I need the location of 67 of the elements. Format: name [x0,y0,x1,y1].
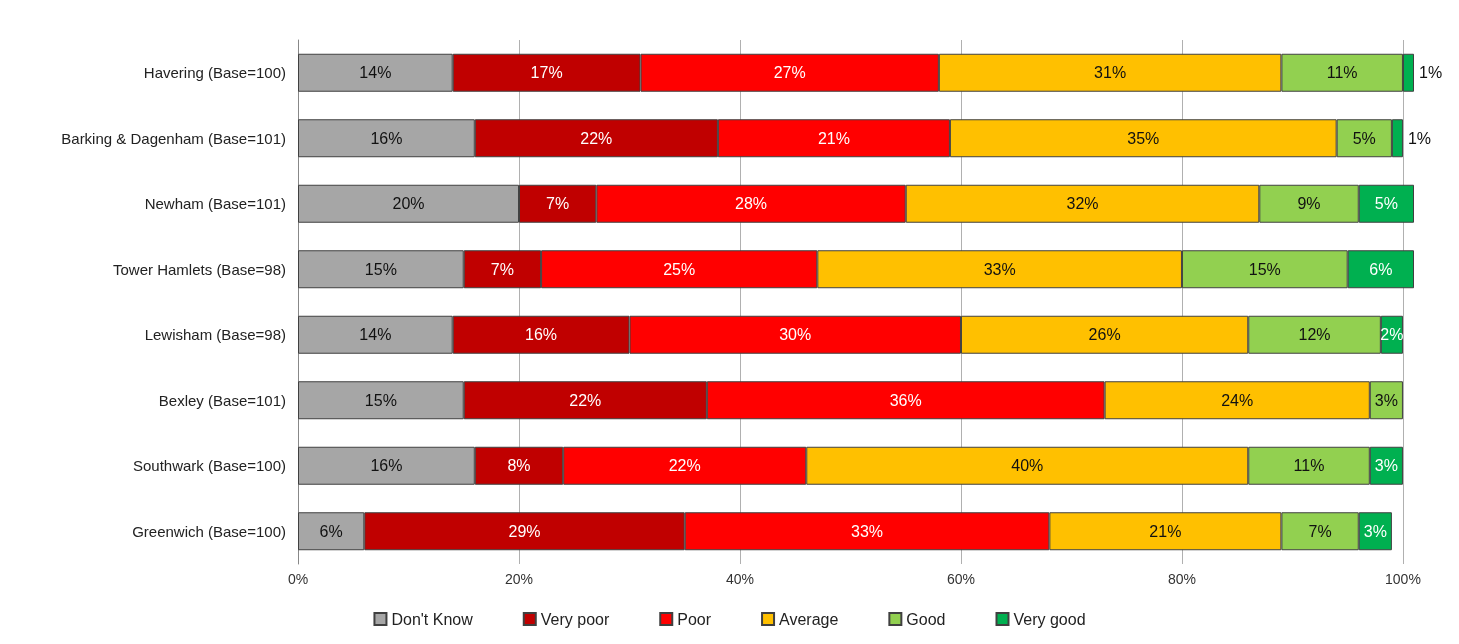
data-label: 5% [1374,195,1398,213]
data-label: 7% [1308,522,1332,540]
data-label: 22% [580,129,613,147]
x-tick-label: 80% [1167,571,1196,587]
data-label: 33% [851,522,884,540]
data-label: 7% [490,260,514,278]
y-tick-label: Lewisham (Base=98) [144,326,286,344]
data-label: 22% [668,457,701,475]
data-label: 22% [569,391,602,409]
data-label: 9% [1297,195,1321,213]
data-label: 26% [1088,326,1121,344]
legend-label: Don't Know [391,610,474,628]
data-label: 1% [1407,129,1432,147]
data-label: 14% [359,326,392,344]
data-label: 25% [663,260,696,278]
y-tick-label: Newham (Base=101) [144,195,286,213]
data-label: 40% [1011,457,1044,475]
data-label: 15% [1248,260,1281,278]
data-label: 15% [364,391,397,409]
data-label: 31% [1094,64,1127,82]
data-label: 35% [1127,129,1160,147]
y-tick-label: Greenwich (Base=100) [132,522,286,540]
y-tick-label: Havering (Base=100) [143,64,286,82]
data-label: 12% [1298,326,1331,344]
legend-label: Very good [1013,610,1086,628]
data-label: 5% [1352,129,1376,147]
data-label: 8% [507,457,531,475]
data-label: 36% [889,391,922,409]
data-label: 29% [508,522,541,540]
x-tick-label: 0% [287,571,309,587]
data-label: 6% [319,522,343,540]
data-label: 6% [1369,260,1393,278]
y-tick-label: Barking & Dagenham (Base=101) [61,129,286,147]
x-tick-label: 100% [1385,571,1421,587]
data-label: 15% [364,260,397,278]
data-label: 14% [359,64,392,82]
data-label: 20% [392,195,425,213]
legend-label: Poor [677,610,712,628]
y-tick-label: Southwark (Base=100) [132,457,286,475]
x-tick-label: 20% [504,571,534,587]
y-tick-label: Tower Hamlets (Base=98) [113,260,286,278]
legend-label: Average [779,610,839,628]
data-label: 2% [1380,326,1404,344]
data-label: 11% [1293,457,1325,475]
legend-label: Good [906,610,946,628]
data-label: 7% [546,195,570,213]
data-label: 3% [1374,457,1398,475]
data-label: 16% [370,457,403,475]
legend-label: Very poor [540,610,610,628]
data-label: 28% [735,195,768,213]
x-tick-label: 60% [946,571,975,587]
data-label: 3% [1363,522,1387,540]
y-tick-label: Bexley (Base=101) [158,391,286,409]
data-label: 33% [983,260,1016,278]
data-label: 16% [370,129,403,147]
data-label: 21% [817,129,850,147]
data-label: 27% [773,64,806,82]
data-label: 11% [1326,64,1358,82]
data-label: 3% [1374,391,1398,409]
data-label: 17% [530,64,563,82]
data-label: 30% [779,326,812,344]
data-label: 32% [1066,195,1099,213]
x-tick-label: 40% [725,571,754,587]
data-label: 24% [1221,391,1254,409]
data-label: 21% [1149,522,1182,540]
data-label: 16% [525,326,558,344]
data-label: 1% [1419,64,1443,82]
